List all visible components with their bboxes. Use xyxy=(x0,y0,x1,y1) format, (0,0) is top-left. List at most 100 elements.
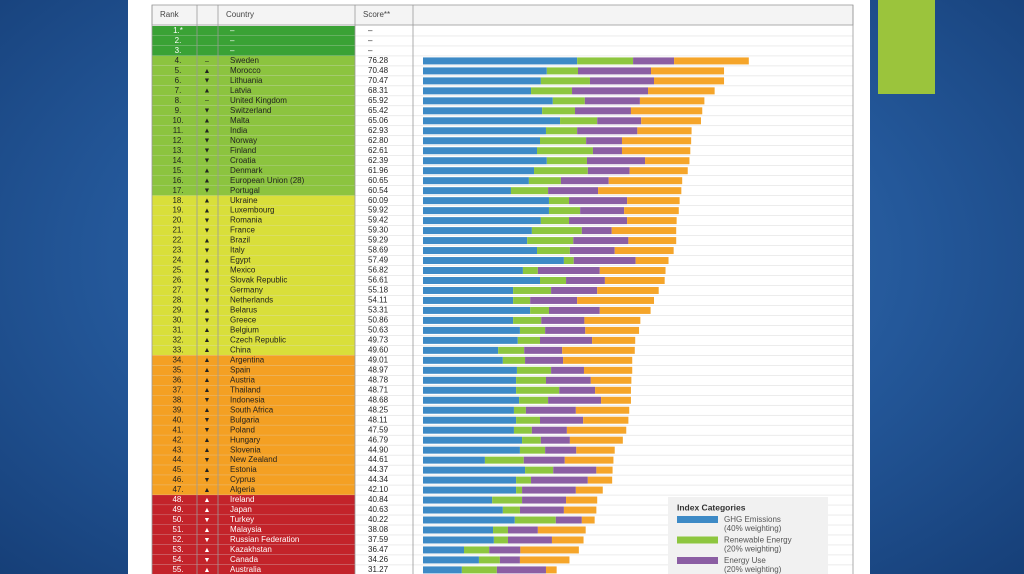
bar-segment xyxy=(674,57,749,65)
country: Malta xyxy=(230,116,250,125)
bar-segment xyxy=(516,416,540,424)
country: Morocco xyxy=(230,66,261,75)
score: 42.10 xyxy=(368,485,389,494)
trend: ▼ xyxy=(204,557,211,564)
country: Finland xyxy=(230,146,256,155)
bar-segment xyxy=(423,396,520,404)
legend-swatch xyxy=(677,516,718,523)
bar-segment xyxy=(630,107,703,115)
bar-segment xyxy=(423,296,514,304)
legend-weighting: (20% weighting) xyxy=(724,565,782,574)
row-band xyxy=(152,534,355,545)
bar-segment xyxy=(514,516,556,524)
rank: 37. xyxy=(172,385,183,394)
bar-segment xyxy=(423,227,532,235)
bar-segment xyxy=(537,247,570,255)
trend: ▲ xyxy=(204,467,211,474)
bar-segment xyxy=(628,237,677,245)
bar-segment xyxy=(516,486,523,494)
score: 44.61 xyxy=(368,455,389,464)
bar-segment xyxy=(580,207,625,215)
bar-segment xyxy=(423,416,517,424)
rank: 15. xyxy=(172,166,183,175)
bar-segment xyxy=(599,267,666,275)
row-band xyxy=(152,225,355,236)
row-band xyxy=(152,485,355,496)
score: 65.06 xyxy=(368,116,389,125)
trend: ▲ xyxy=(204,128,211,135)
rank: 46. xyxy=(172,475,183,484)
trend: ▼ xyxy=(204,457,211,464)
rank: 34. xyxy=(172,355,183,364)
bar-segment xyxy=(423,157,547,165)
bar-segment xyxy=(531,426,567,434)
country: Ireland xyxy=(230,495,254,504)
rank: 14. xyxy=(172,156,183,165)
bar-segment xyxy=(493,526,508,534)
row-band xyxy=(152,355,355,366)
score: 60.54 xyxy=(368,186,389,195)
rank: 42. xyxy=(172,435,183,444)
bar-segment xyxy=(423,257,564,265)
rank: 27. xyxy=(172,286,183,295)
legend-swatch xyxy=(677,536,718,544)
score: 57.49 xyxy=(368,256,389,265)
row-band xyxy=(152,554,355,565)
bar-segment xyxy=(524,346,563,354)
trend: ▼ xyxy=(204,427,211,434)
score: – xyxy=(368,36,373,45)
bar-segment xyxy=(423,306,531,314)
bar-segment xyxy=(423,486,517,494)
bar-segment xyxy=(542,107,576,115)
bar-segment xyxy=(654,77,725,85)
bar-segment xyxy=(516,376,546,384)
row-band xyxy=(152,495,355,506)
country: China xyxy=(230,345,251,354)
country: Turkey xyxy=(230,515,254,524)
bar-segment xyxy=(545,326,586,334)
country: Netherlands xyxy=(230,296,273,305)
bar-segment xyxy=(566,426,627,434)
row-band xyxy=(152,26,355,36)
bar-segment xyxy=(573,237,629,245)
country: New Zealand xyxy=(230,455,277,464)
bar-segment xyxy=(423,476,517,484)
bar-segment xyxy=(519,556,570,564)
bar-segment xyxy=(548,187,599,195)
rank: 23. xyxy=(172,246,183,255)
bar-segment xyxy=(423,526,494,534)
rank: 31. xyxy=(172,325,183,334)
bar-segment xyxy=(641,117,701,125)
rank: 18. xyxy=(172,196,183,205)
bar-segment xyxy=(597,117,642,125)
country: France xyxy=(230,226,255,235)
bar-segment xyxy=(639,97,705,105)
trend: ▲ xyxy=(204,407,211,414)
bar-segment xyxy=(517,336,540,344)
bar-segment xyxy=(614,247,674,255)
row-band xyxy=(152,175,355,186)
score: 48.97 xyxy=(368,365,389,374)
country: Greece xyxy=(230,316,257,325)
bar-segment xyxy=(423,336,518,344)
bar-segment xyxy=(601,396,631,404)
rank: 20. xyxy=(172,216,183,225)
country: Belarus xyxy=(230,306,257,315)
bar-segment xyxy=(584,97,640,105)
bar-segment xyxy=(423,247,538,255)
rank: 33. xyxy=(172,345,183,354)
rank: 6. xyxy=(175,76,182,85)
rank: 55. xyxy=(172,565,183,574)
row-band xyxy=(152,415,355,426)
bar-segment xyxy=(423,276,540,284)
trend: ▲ xyxy=(204,178,211,185)
row-band xyxy=(152,435,355,446)
row-band xyxy=(152,345,355,356)
bar-segment xyxy=(530,296,578,304)
trend: ▲ xyxy=(204,357,211,364)
country: Brazil xyxy=(230,236,250,245)
bar-segment xyxy=(423,326,520,334)
country: Sweden xyxy=(230,56,259,65)
trend: ▲ xyxy=(204,68,211,75)
header-rank: Rank xyxy=(160,10,180,19)
